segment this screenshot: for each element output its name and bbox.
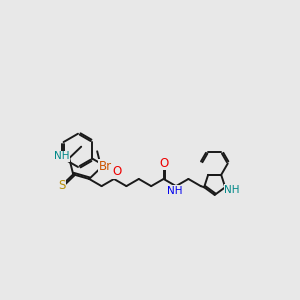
Text: Br: Br	[99, 160, 112, 173]
Text: NH: NH	[224, 184, 240, 194]
Text: O: O	[159, 157, 168, 170]
Text: O: O	[112, 165, 121, 178]
Text: NH: NH	[167, 186, 183, 196]
Text: S: S	[58, 179, 65, 192]
Text: NH: NH	[54, 151, 70, 161]
